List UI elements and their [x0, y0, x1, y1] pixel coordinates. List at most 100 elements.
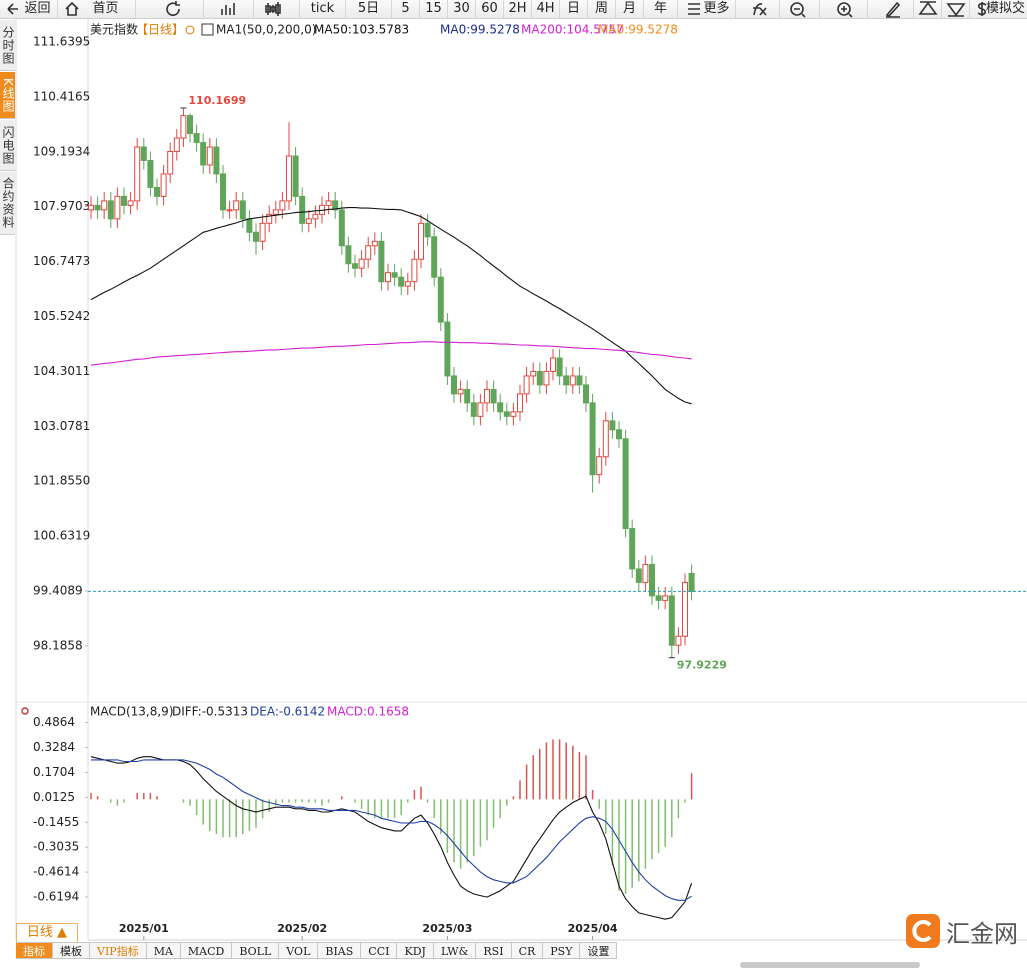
- indicator-tab[interactable]: VIP指标: [90, 942, 147, 959]
- candle-body: [536, 370, 543, 386]
- legend-entry: DIFF:-0.5313: [172, 705, 248, 719]
- side-tab[interactable]: 分时图: [0, 20, 15, 71]
- candle-body: [609, 420, 616, 431]
- y-tick-label: 0.1704: [33, 765, 75, 779]
- y-tick-label: 104.3011: [33, 364, 90, 378]
- candle-body: [345, 245, 352, 265]
- candle-body: [325, 200, 332, 206]
- up-button[interactable]: [914, 0, 942, 18]
- candle-body: [530, 370, 537, 377]
- x-tick-label: 2025/03: [422, 922, 472, 935]
- y-tick-label: 98.1858: [33, 638, 83, 652]
- candle-body: [675, 635, 682, 646]
- candle-body: [266, 213, 273, 224]
- y-tick-label: -0.4614: [33, 865, 79, 879]
- refresh-button[interactable]: [136, 0, 204, 18]
- y-tick-label: 103.0781: [33, 419, 90, 433]
- high-label: 110.1699: [188, 94, 246, 107]
- home-button[interactable]: 首页: [58, 0, 136, 18]
- candle-body: [292, 155, 299, 197]
- trade-button[interactable]: 模拟交: [985, 1, 1025, 16]
- ma-line: [90, 207, 692, 405]
- period-tab[interactable]: 日线 ▲: [16, 923, 78, 943]
- y-tick-label: 106.7473: [33, 254, 90, 268]
- period-button[interactable]: 日: [560, 0, 588, 18]
- candle-body: [431, 236, 438, 278]
- ma-line: [90, 341, 692, 366]
- candle-body: [444, 321, 451, 377]
- candle-body: [107, 200, 114, 220]
- candle-body: [682, 581, 688, 637]
- indicator-tab[interactable]: LW&: [433, 942, 477, 959]
- legend-entry: MA0:99.5278: [440, 23, 520, 37]
- candle-body: [437, 276, 444, 323]
- side-tab[interactable]: K线图: [0, 72, 15, 119]
- settings-icon: [185, 25, 195, 35]
- y-tick-label: -0.1455: [33, 815, 79, 829]
- chart-style-button[interactable]: [204, 0, 254, 18]
- zoom-out-button[interactable]: [780, 0, 820, 18]
- zoom-in-button[interactable]: [820, 0, 868, 18]
- period-button[interactable]: 60: [476, 0, 504, 18]
- candle-body: [101, 200, 108, 211]
- down-button[interactable]: [942, 0, 970, 18]
- back-button[interactable]: 返回: [0, 0, 58, 18]
- indicator-tab[interactable]: 模板: [53, 942, 90, 959]
- period-button[interactable]: 5日: [346, 0, 392, 18]
- candle-body: [167, 151, 174, 175]
- indicator-tab[interactable]: CR: [511, 942, 544, 959]
- more-button[interactable]: 更多: [678, 0, 736, 18]
- scrollbar[interactable]: [740, 962, 920, 968]
- candle-style-button[interactable]: [254, 0, 300, 18]
- period-button[interactable]: 年: [644, 0, 678, 18]
- candle-body: [187, 115, 193, 135]
- candle-body: [305, 218, 312, 224]
- candle-body: [688, 572, 695, 592]
- candle-body: [114, 195, 121, 220]
- indicator-tab[interactable]: PSY: [543, 942, 581, 959]
- side-tab[interactable]: 闪电图: [0, 120, 15, 171]
- indicator-tab[interactable]: RSI: [476, 942, 512, 959]
- indicator-tab[interactable]: 指标: [16, 942, 53, 959]
- y-tick-label: 111.6395: [33, 35, 90, 49]
- indicator-tab[interactable]: BIAS: [318, 942, 362, 959]
- candle-body: [173, 137, 180, 153]
- draw-button[interactable]: [868, 0, 914, 18]
- period-button[interactable]: 周: [588, 0, 616, 18]
- candle-body: [365, 245, 372, 260]
- logo-text: 汇金网: [946, 919, 1018, 948]
- toolbar: 返回 首页 更多 模拟交 tick 5日 5 15 30 60 2H 4H 日周月年: [0, 0, 1027, 19]
- indicator-tab[interactable]: VOL: [279, 942, 319, 959]
- indicator-tab[interactable]: MACD: [180, 942, 233, 959]
- formula-button[interactable]: [736, 0, 780, 18]
- period-button[interactable]: 2H: [504, 0, 532, 18]
- candle-body: [279, 200, 286, 211]
- candle-body: [583, 384, 589, 404]
- candle-body: [484, 388, 490, 404]
- indicator-tab[interactable]: BOLL: [232, 942, 280, 959]
- candle-body: [490, 388, 497, 404]
- x-tick-label: 2025/04: [568, 922, 618, 935]
- candle-body: [391, 272, 398, 278]
- indicator-tab[interactable]: CCI: [361, 942, 398, 959]
- indicator-tab[interactable]: KDJ: [397, 942, 434, 959]
- period-button[interactable]: 30: [448, 0, 476, 18]
- candle-body: [655, 595, 662, 601]
- candle-body: [668, 595, 675, 646]
- indicator-tab[interactable]: MA: [146, 942, 181, 959]
- candle-body: [556, 357, 563, 377]
- candle-body: [226, 209, 233, 212]
- candle-body: [180, 115, 187, 139]
- period-button[interactable]: tick: [300, 0, 346, 18]
- period-button[interactable]: 4H: [532, 0, 560, 18]
- x-tick-label: 2025/01: [119, 922, 169, 935]
- period-button[interactable]: 5: [392, 0, 420, 18]
- candle-body: [569, 375, 576, 386]
- period-button[interactable]: 15: [420, 0, 448, 18]
- candle-body: [233, 200, 240, 211]
- y-tick-label: 109.1934: [33, 144, 90, 158]
- indicator-label: MA1(50,0,200,0): [216, 23, 316, 37]
- indicator-tab[interactable]: 设置: [580, 942, 618, 959]
- period-button[interactable]: 月: [616, 0, 644, 18]
- side-tab[interactable]: 合约资料: [0, 172, 15, 235]
